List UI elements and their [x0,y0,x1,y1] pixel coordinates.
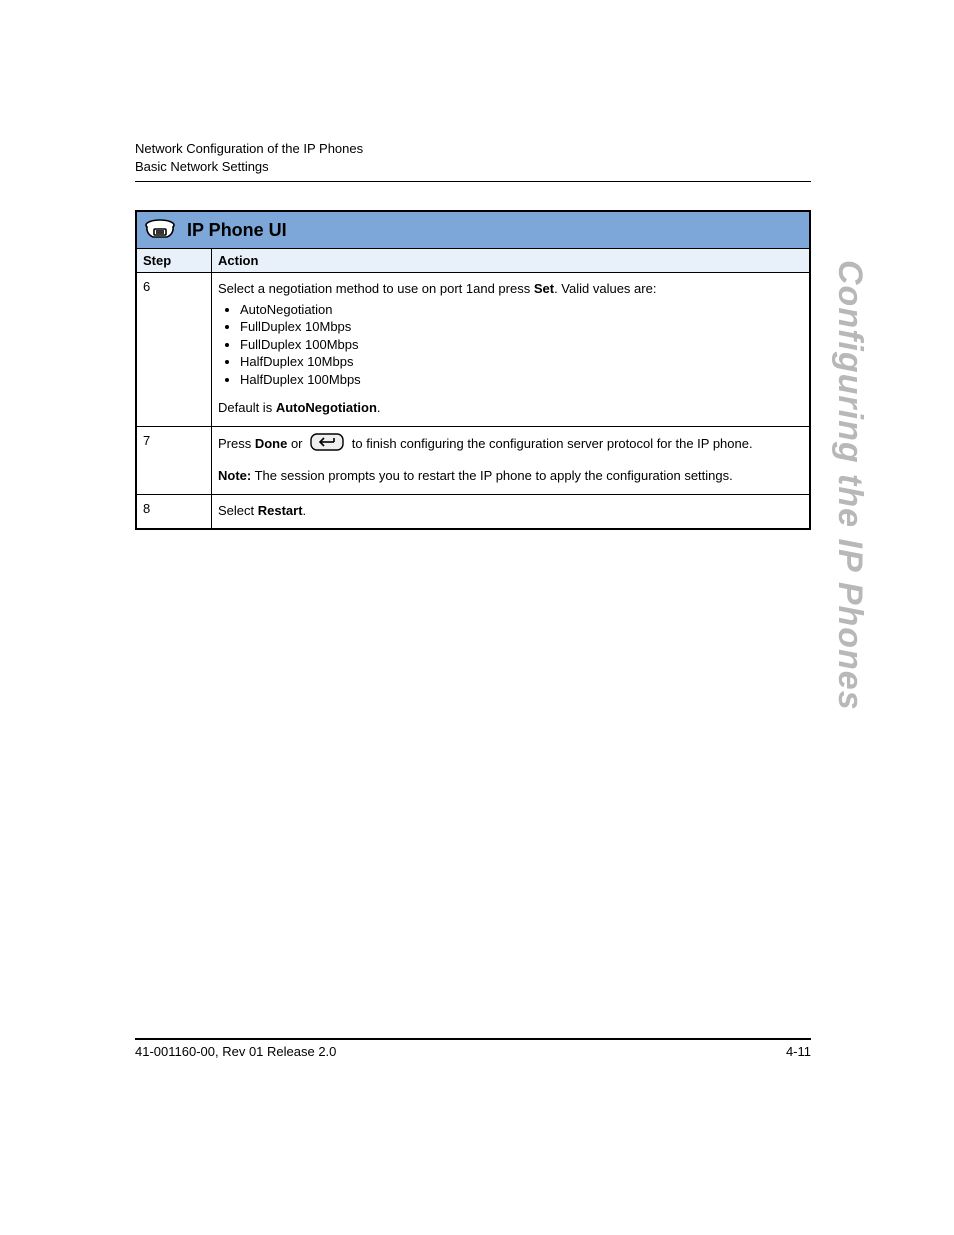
step-number: 7 [137,426,212,494]
text: Select a negotiation method to use on po… [218,281,534,296]
table-row: 7 Press Done or [137,426,809,494]
text: The session prompts you to restart the I… [251,468,733,483]
bold-text: Done [255,436,288,451]
step-action: Select Restart. [212,494,810,528]
bold-text: Set [534,281,554,296]
bold-text: AutoNegotiation [276,400,377,415]
steps-table: IP Phone UI Step Action 6 Select a negot… [135,210,811,530]
page-content: Network Configuration of the IP Phones B… [135,140,811,530]
footer-right: 4-11 [786,1044,811,1059]
list-item: AutoNegotiation [240,301,801,319]
list-item: HalfDuplex 100Mbps [240,371,801,389]
step-number: 6 [137,273,212,427]
side-chapter-title: Configuring the IP Phones [830,260,869,711]
back-key-icon [310,433,344,457]
table-row: 8 Select Restart. [137,494,809,528]
list-item: FullDuplex 100Mbps [240,336,801,354]
text: . [303,503,307,518]
text: Press [218,436,255,451]
text: or [287,436,306,451]
footer-left: 41-001160-00, Rev 01 Release 2.0 [135,1044,336,1059]
text: to finish configuring the configuration … [348,436,752,451]
col-header-action: Action [212,249,810,273]
step-number: 8 [137,494,212,528]
step-action: Select a negotiation method to use on po… [212,273,810,427]
options-list: AutoNegotiation FullDuplex 10Mbps FullDu… [218,301,801,389]
table-row: 6 Select a negotiation method to use on … [137,273,809,427]
header-rule [135,181,811,182]
text: . [377,400,381,415]
list-item: HalfDuplex 10Mbps [240,353,801,371]
page-header: Network Configuration of the IP Phones B… [135,140,811,175]
table-header-row: Step Action [137,249,809,273]
header-line-1: Network Configuration of the IP Phones [135,140,811,158]
page-footer: 41-001160-00, Rev 01 Release 2.0 4-11 [135,1038,811,1059]
footer-rule [135,1038,811,1040]
col-header-step: Step [137,249,212,273]
table-title: IP Phone UI [187,220,287,241]
bold-text: Note: [218,468,251,483]
step-action: Press Done or to finish config [212,426,810,494]
table-title-row: IP Phone UI [137,212,809,249]
list-item: FullDuplex 10Mbps [240,318,801,336]
text: Select [218,503,258,518]
phone-icon [143,218,177,242]
text: . Valid values are: [554,281,656,296]
header-line-2: Basic Network Settings [135,158,811,176]
bold-text: Restart [258,503,303,518]
text: Default is [218,400,276,415]
